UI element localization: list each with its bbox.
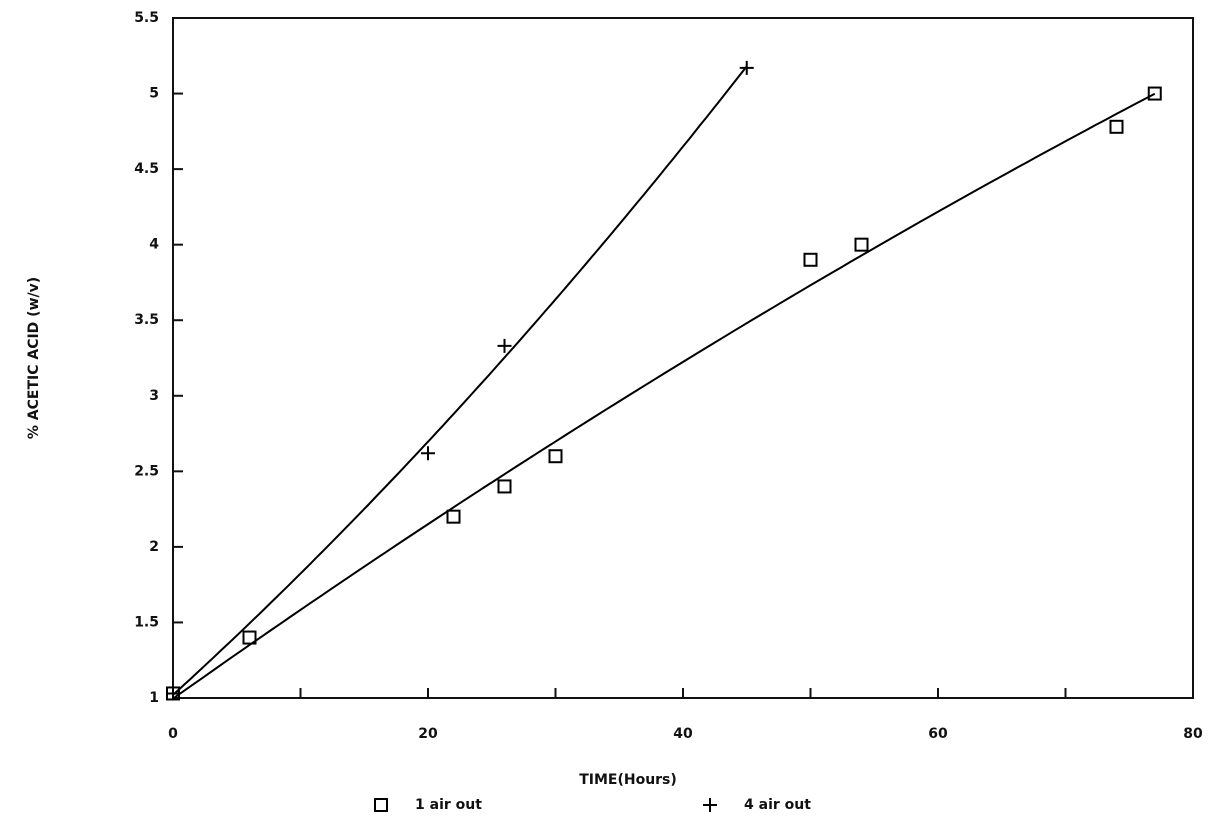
y-tick-label: 3.5 bbox=[134, 312, 159, 328]
data-point bbox=[448, 511, 460, 523]
x-tick-label: 40 bbox=[673, 726, 693, 742]
chart: TIME(Hours) % ACETIC ACID (w/v) 0 20 40 60 8… bbox=[0, 0, 1212, 817]
x-tick-label: 20 bbox=[418, 726, 438, 742]
legend-marker bbox=[703, 798, 717, 812]
x-tick-label: 0 bbox=[168, 726, 178, 742]
y-tick-label: 2.5 bbox=[134, 463, 159, 479]
y-tick-label: 4.5 bbox=[134, 161, 159, 177]
y-tick-label: 5 bbox=[149, 86, 159, 102]
y-tick-label: 3 bbox=[149, 388, 159, 404]
y-tick-label: 1 bbox=[149, 690, 159, 706]
data-point bbox=[499, 480, 511, 492]
data-point bbox=[856, 239, 868, 251]
data-point bbox=[1111, 121, 1123, 133]
y-tick-label: 1.5 bbox=[134, 614, 159, 630]
data-point bbox=[550, 450, 562, 462]
y-axis-label: % ACETIC ACID (w/v) bbox=[26, 277, 42, 439]
x-tick-label: 80 bbox=[1183, 726, 1203, 742]
fit-curve bbox=[173, 94, 1155, 699]
fit-curve bbox=[173, 66, 747, 695]
legend-label: 4 air out bbox=[744, 797, 811, 813]
y-tick-label: 5.5 bbox=[134, 10, 159, 26]
data-point bbox=[805, 254, 817, 266]
plot-frame bbox=[173, 18, 1193, 698]
legend-label: 1 air out bbox=[415, 797, 482, 813]
legend-marker bbox=[375, 799, 387, 811]
y-tick-label: 2 bbox=[149, 539, 159, 555]
y-tick-label: 4 bbox=[149, 237, 159, 253]
x-tick-label: 60 bbox=[928, 726, 948, 742]
data-point bbox=[1149, 88, 1161, 100]
x-axis-label: TIME(Hours) bbox=[579, 772, 677, 788]
